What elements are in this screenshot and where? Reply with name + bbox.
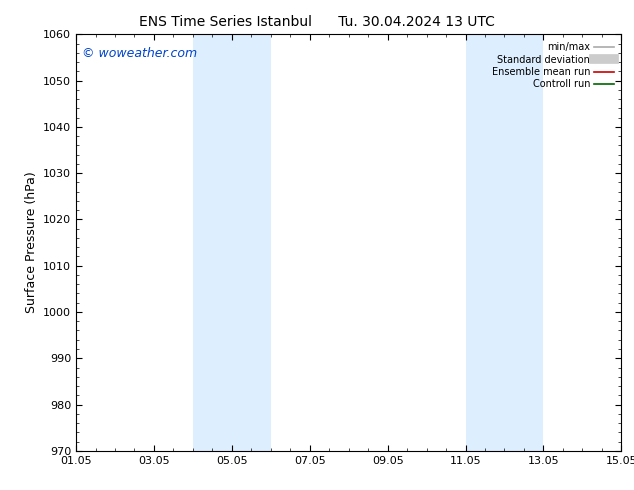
Text: © woweather.com: © woweather.com xyxy=(82,47,197,60)
Legend: min/max, Standard deviation, Ensemble mean run, Controll run: min/max, Standard deviation, Ensemble me… xyxy=(489,39,616,92)
Bar xyxy=(465,34,543,451)
Text: ENS Time Series Istanbul      Tu. 30.04.2024 13 UTC: ENS Time Series Istanbul Tu. 30.04.2024 … xyxy=(139,15,495,29)
Bar xyxy=(193,34,271,451)
Y-axis label: Surface Pressure (hPa): Surface Pressure (hPa) xyxy=(25,172,37,314)
